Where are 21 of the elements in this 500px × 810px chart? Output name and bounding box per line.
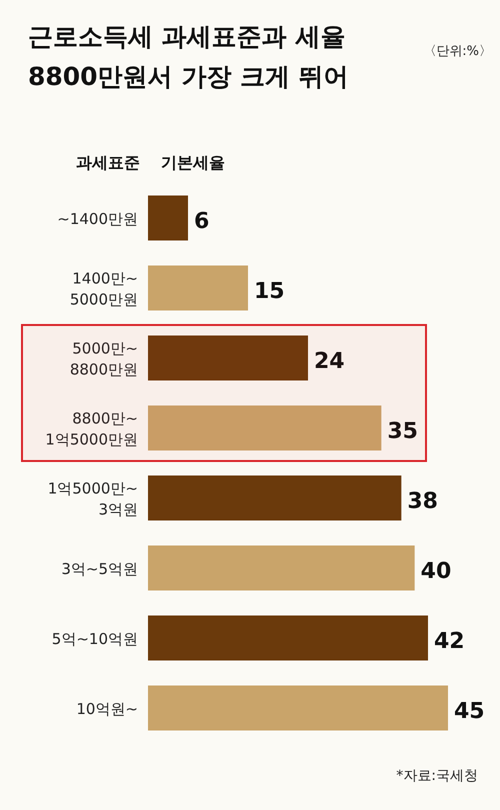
x-axis-title: 기본세율	[161, 153, 225, 172]
text: *자료:국세청	[396, 768, 478, 784]
y-tick-label: 5000만~ 8800만원	[70, 340, 138, 378]
data-label: 42	[434, 629, 465, 654]
data-label: 40	[420, 559, 452, 584]
y-axis-title: 과세표준	[76, 153, 140, 172]
data-label: 45	[454, 699, 485, 724]
data-label: 35	[387, 419, 418, 444]
y-tick-label: 1400만~ 5000만원	[70, 270, 138, 308]
y-tick-label: 5억~10억원	[52, 630, 138, 648]
y-tick-label: ~1400만원	[57, 210, 138, 228]
data-label: 24	[314, 349, 345, 374]
text: 〈단위:%〉	[423, 44, 492, 59]
y-tick-label: 8800만~ 1억5000만원	[45, 410, 138, 448]
data-label: 6	[194, 209, 210, 234]
y-tick-label: 10억원~	[76, 700, 138, 718]
data-label: 15	[254, 279, 285, 304]
data-label: 38	[407, 489, 438, 514]
y-tick-label: 1억5000만~ 3억원	[48, 480, 138, 518]
chart-title: 근로소득세 과세표준과 세율 8800만원서 가장 크게 뛰어	[28, 22, 349, 91]
y-tick-label: 3억~5억원	[61, 560, 138, 578]
